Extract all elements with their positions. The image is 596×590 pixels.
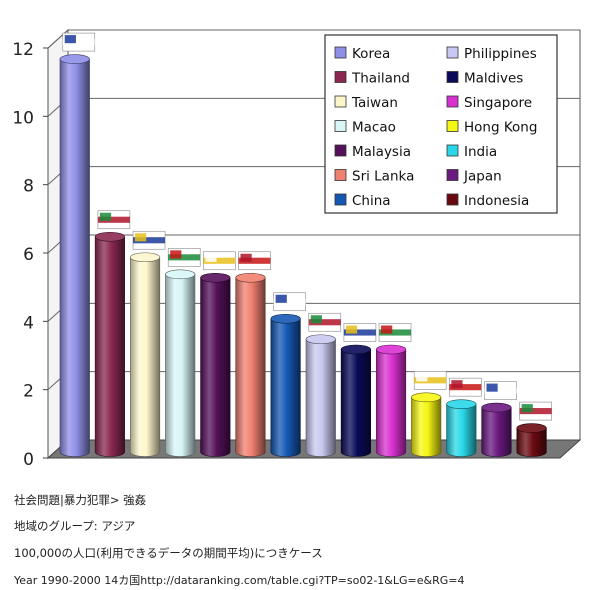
bar-malaysia	[200, 277, 231, 457]
y-tick-label: 6	[23, 245, 34, 265]
bar-top	[129, 252, 161, 263]
flag-stripe	[238, 257, 271, 264]
bar-india	[446, 403, 477, 457]
bar-top	[305, 334, 336, 345]
y-tick-label: 8	[23, 177, 34, 197]
caption-region: 地域のグループ: アジア	[14, 519, 136, 533]
legend-swatch	[446, 46, 459, 59]
flag-stripe	[379, 329, 412, 336]
flag-canton	[521, 404, 533, 413]
bar-japan	[481, 407, 512, 457]
legend-label: Philippines	[464, 46, 537, 62]
legend-swatch	[446, 144, 459, 157]
bar-top	[411, 392, 442, 403]
flag-canton	[486, 383, 498, 392]
flag-stripe	[97, 216, 130, 223]
flag-canton	[170, 250, 182, 259]
bar-taiwan	[129, 256, 161, 457]
bar-indonesia	[516, 427, 547, 457]
bar-top	[340, 344, 371, 355]
bar-top	[200, 272, 231, 283]
legend-swatch	[334, 71, 347, 83]
bar-china	[270, 318, 301, 457]
bar-korea	[59, 58, 90, 457]
chart-canvas: 0 2 4 6 8 10 12 Korea Philippines Thailand Maldive…	[12, 28, 582, 470]
bar-thailand	[94, 236, 125, 457]
legend-swatch	[334, 144, 347, 157]
flag-stripe	[484, 387, 517, 394]
flag-stripe	[519, 408, 552, 415]
flag-stripe	[343, 329, 376, 336]
bar-top	[165, 269, 196, 280]
legend-swatch	[446, 193, 459, 206]
bar-hong-kong	[411, 397, 442, 457]
caption-unit: 100,000の人口(利用できるデータの期間平均)につきケース	[14, 546, 323, 560]
legend-label: Korea	[352, 46, 390, 62]
flag-canton	[381, 325, 393, 334]
legend-label: Thailand	[351, 71, 410, 87]
flag-stripe	[133, 237, 166, 244]
flag-canton	[64, 35, 76, 44]
bar-top	[375, 344, 407, 355]
legend-swatch	[334, 46, 347, 59]
flag-canton	[275, 294, 287, 303]
legend-label: Hong Kong	[464, 120, 537, 136]
flag-canton	[205, 253, 217, 262]
flag-stripe	[273, 298, 306, 305]
legend-label: Taiwan	[351, 95, 398, 111]
bar-singapore	[375, 349, 407, 457]
flag-canton	[310, 315, 322, 324]
legend-label: Sri Lanka	[352, 169, 414, 185]
flag-stripe	[203, 257, 236, 264]
bar-maldives	[340, 349, 371, 457]
legend-swatch	[446, 169, 459, 181]
bar-top	[481, 402, 512, 413]
legend-label: Malaysia	[352, 144, 411, 160]
bar-top	[235, 272, 266, 283]
flag-canton	[240, 253, 252, 262]
legend-swatch	[446, 120, 459, 132]
bar-top	[446, 399, 477, 409]
bar-top	[516, 423, 547, 433]
legend-swatch	[334, 95, 347, 108]
flag-canton	[99, 212, 112, 221]
legend-label: Macao	[352, 120, 396, 136]
legend-label: Maldives	[464, 71, 523, 87]
caption-source: Year 1990-2000 14カ国http://dataranking.co…	[14, 574, 465, 587]
flag-stripe	[168, 254, 201, 261]
bar-macao	[165, 274, 196, 457]
flag-canton	[416, 373, 428, 382]
legend-label: India	[464, 144, 497, 160]
legend-label: Japan	[463, 169, 502, 185]
legend-label: Singapore	[464, 95, 532, 111]
flag-stripe	[62, 39, 95, 46]
legend-swatch	[446, 95, 459, 108]
legend-swatch	[334, 120, 347, 132]
bar-philippines	[305, 338, 336, 457]
flag-canton	[345, 325, 358, 334]
bar-top	[94, 231, 125, 242]
y-tick-label: 4	[23, 313, 34, 333]
flag-stripe	[449, 384, 482, 391]
flag-canton	[135, 233, 147, 242]
y-tick-label: 12	[12, 40, 34, 60]
legend-label: Indonesia	[464, 193, 529, 209]
flag-stripe	[308, 319, 341, 326]
legend	[324, 34, 558, 214]
caption-category: 社会問題|暴力犯罪> 強姦	[14, 493, 147, 507]
flag-canton	[451, 380, 463, 389]
flag-stripe	[414, 377, 447, 384]
bar-top	[270, 313, 301, 324]
legend-swatch	[334, 169, 347, 181]
legend-label: China	[352, 193, 391, 209]
y-tick-label: 10	[12, 108, 34, 128]
y-tick-label: 2	[23, 382, 34, 402]
legend-swatch	[446, 71, 459, 83]
y-tick-label: 0	[23, 450, 34, 470]
legend-swatch	[334, 193, 347, 206]
bar-sri-lanka	[235, 277, 266, 457]
bar-top	[59, 54, 90, 64]
